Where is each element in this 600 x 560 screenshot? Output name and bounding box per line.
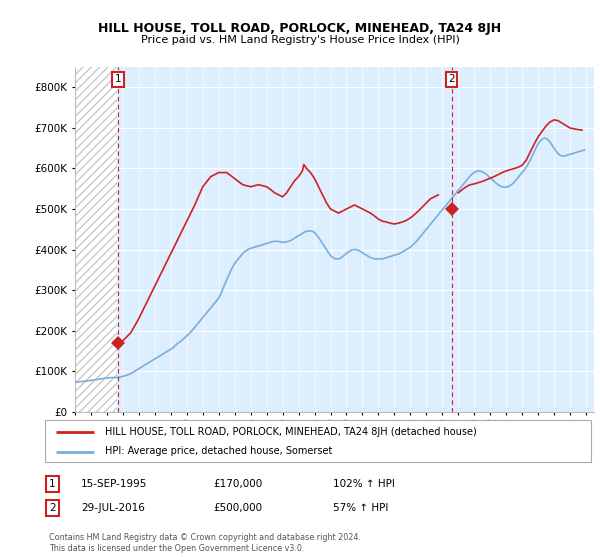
Text: 29-JUL-2016: 29-JUL-2016 [81,503,145,513]
Text: HILL HOUSE, TOLL ROAD, PORLOCK, MINEHEAD, TA24 8JH (detached house): HILL HOUSE, TOLL ROAD, PORLOCK, MINEHEAD… [105,427,477,437]
Text: HILL HOUSE, TOLL ROAD, PORLOCK, MINEHEAD, TA24 8JH: HILL HOUSE, TOLL ROAD, PORLOCK, MINEHEAD… [98,22,502,35]
FancyBboxPatch shape [45,420,591,462]
Text: £500,000: £500,000 [213,503,262,513]
Text: 57% ↑ HPI: 57% ↑ HPI [333,503,388,513]
Text: Contains HM Land Registry data © Crown copyright and database right 2024.
This d: Contains HM Land Registry data © Crown c… [49,533,361,553]
Text: 1: 1 [115,74,122,85]
Text: HPI: Average price, detached house, Somerset: HPI: Average price, detached house, Some… [105,446,332,456]
Text: £170,000: £170,000 [213,479,262,489]
Text: 1: 1 [49,479,56,489]
Text: 15-SEP-1995: 15-SEP-1995 [81,479,148,489]
Text: Price paid vs. HM Land Registry's House Price Index (HPI): Price paid vs. HM Land Registry's House … [140,35,460,45]
Text: 102% ↑ HPI: 102% ↑ HPI [333,479,395,489]
Text: 2: 2 [448,74,455,85]
Text: 2: 2 [49,503,56,513]
